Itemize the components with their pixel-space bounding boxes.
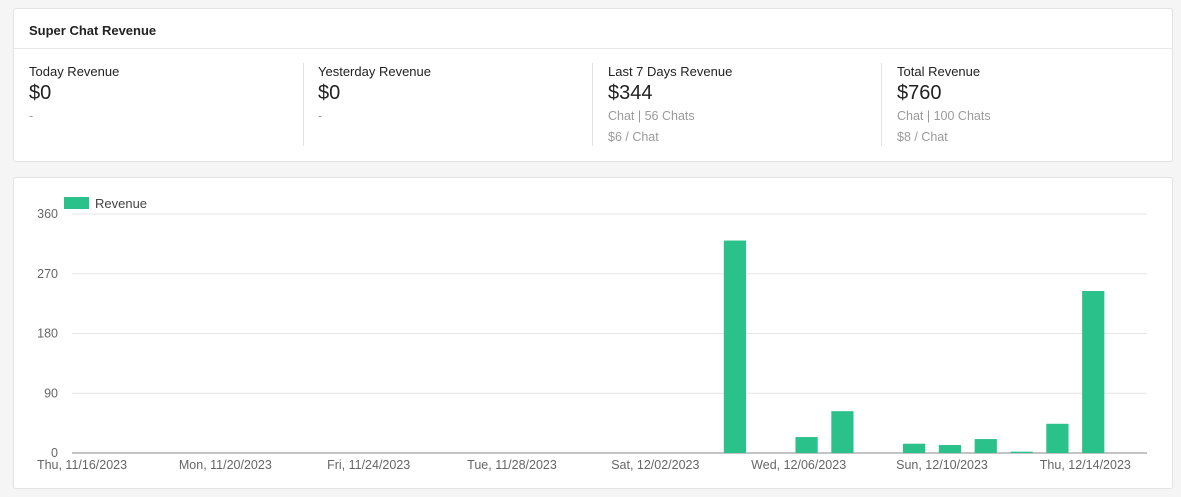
revenue-chart: 0 90 180 270 360 Thu, 11/16/2023 Mon, 11/20/20… <box>37 196 1147 472</box>
x-tick-label: Thu, 12/14/2023 <box>1040 458 1131 472</box>
stat-yesterday-revenue: Yesterday Revenue $0 - <box>318 64 578 127</box>
stat-value: $0 <box>318 82 341 104</box>
bar <box>1010 451 1033 453</box>
stat-divider <box>592 63 593 146</box>
stat-label: Last 7 Days Revenue <box>608 64 733 79</box>
x-tick-label: Tue, 11/28/2023 <box>467 458 557 472</box>
y-tick-label: 90 <box>44 386 58 400</box>
stat-label: Total Revenue <box>897 64 981 79</box>
stat-today-revenue: Today Revenue $0 - <box>29 64 289 127</box>
stat-sub: - <box>29 109 34 123</box>
x-tick-label: Mon, 11/20/2023 <box>179 458 272 472</box>
stat-last-7-days-revenue: Last 7 Days Revenue $344 Chat | 56 Chats… <box>608 64 868 148</box>
x-tick-label: Thu, 11/16/2023 <box>37 458 127 472</box>
stats-row: Today Revenue $0 - Yesterday Revenue $0 … <box>14 49 1172 160</box>
bar <box>1082 291 1105 453</box>
stat-sub-secondary: $8 / Chat <box>897 130 948 144</box>
stat-sub: Chat | 100 Chats <box>897 109 991 123</box>
stat-divider <box>303 63 304 146</box>
card-title: Super Chat Revenue <box>14 9 1172 49</box>
stat-value: $0 <box>29 82 52 104</box>
legend-swatch <box>64 197 89 209</box>
stat-total-revenue: Total Revenue $760 Chat | 100 Chats $8 /… <box>897 64 1157 148</box>
stat-value: $344 <box>608 82 653 104</box>
stat-label: Yesterday Revenue <box>318 64 431 79</box>
bar <box>1046 423 1069 453</box>
x-tick-label: Wed, 12/06/2023 <box>751 458 846 472</box>
x-tick-label: Sun, 12/10/2023 <box>896 458 988 472</box>
bar <box>831 411 854 453</box>
revenue-chart-card: 0 90 180 270 360 Thu, 11/16/2023 Mon, 11/20/20… <box>13 177 1173 489</box>
x-tick-label: Fri, 11/24/2023 <box>327 458 410 472</box>
bar <box>902 443 926 453</box>
stat-sub: - <box>318 109 323 123</box>
stat-value: $760 <box>897 82 942 104</box>
y-tick-label: 0 <box>51 446 58 460</box>
y-tick-label: 180 <box>37 327 58 341</box>
summary-card: Super Chat Revenue Today Revenue $0 - Ye… <box>13 8 1173 162</box>
stat-divider <box>881 63 882 146</box>
legend-label: Revenue <box>95 196 147 211</box>
bar <box>938 445 962 453</box>
stat-sub-secondary: $6 / Chat <box>608 130 659 144</box>
x-tick-label: Sat, 12/02/2023 <box>611 458 699 472</box>
stat-sub: Chat | 56 Chats <box>608 109 695 123</box>
y-tick-label: 270 <box>37 267 58 281</box>
bar <box>723 240 747 453</box>
bar <box>795 437 818 453</box>
y-tick-label: 360 <box>37 207 58 221</box>
stat-label: Today Revenue <box>29 64 120 79</box>
bar <box>974 439 997 453</box>
